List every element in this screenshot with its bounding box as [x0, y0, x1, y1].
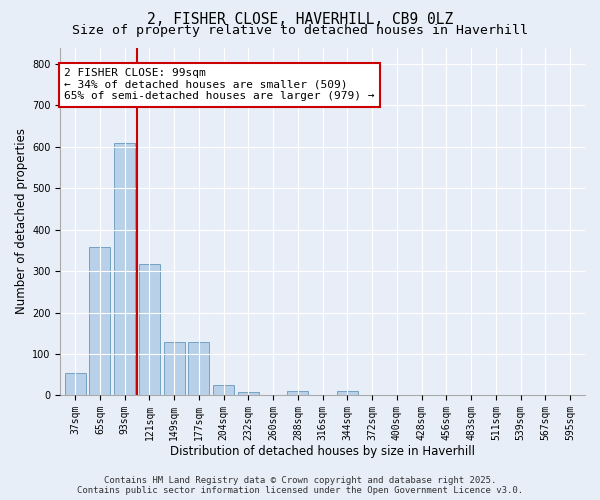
Bar	[139, 264, 160, 396]
Bar	[89, 247, 110, 396]
Text: Contains HM Land Registry data © Crown copyright and database right 2025.
Contai: Contains HM Land Registry data © Crown c…	[77, 476, 523, 495]
Text: 2, FISHER CLOSE, HAVERHILL, CB9 0LZ: 2, FISHER CLOSE, HAVERHILL, CB9 0LZ	[147, 12, 453, 28]
Bar	[65, 372, 86, 396]
Bar	[287, 391, 308, 396]
X-axis label: Distribution of detached houses by size in Haverhill: Distribution of detached houses by size …	[170, 444, 475, 458]
Bar	[238, 392, 259, 396]
Text: 2 FISHER CLOSE: 99sqm
← 34% of detached houses are smaller (509)
65% of semi-det: 2 FISHER CLOSE: 99sqm ← 34% of detached …	[64, 68, 374, 102]
Y-axis label: Number of detached properties: Number of detached properties	[15, 128, 28, 314]
Text: Size of property relative to detached houses in Haverhill: Size of property relative to detached ho…	[72, 24, 528, 37]
Bar	[164, 342, 185, 396]
Bar	[213, 385, 234, 396]
Bar	[337, 391, 358, 396]
Bar	[188, 342, 209, 396]
Bar	[114, 142, 135, 396]
